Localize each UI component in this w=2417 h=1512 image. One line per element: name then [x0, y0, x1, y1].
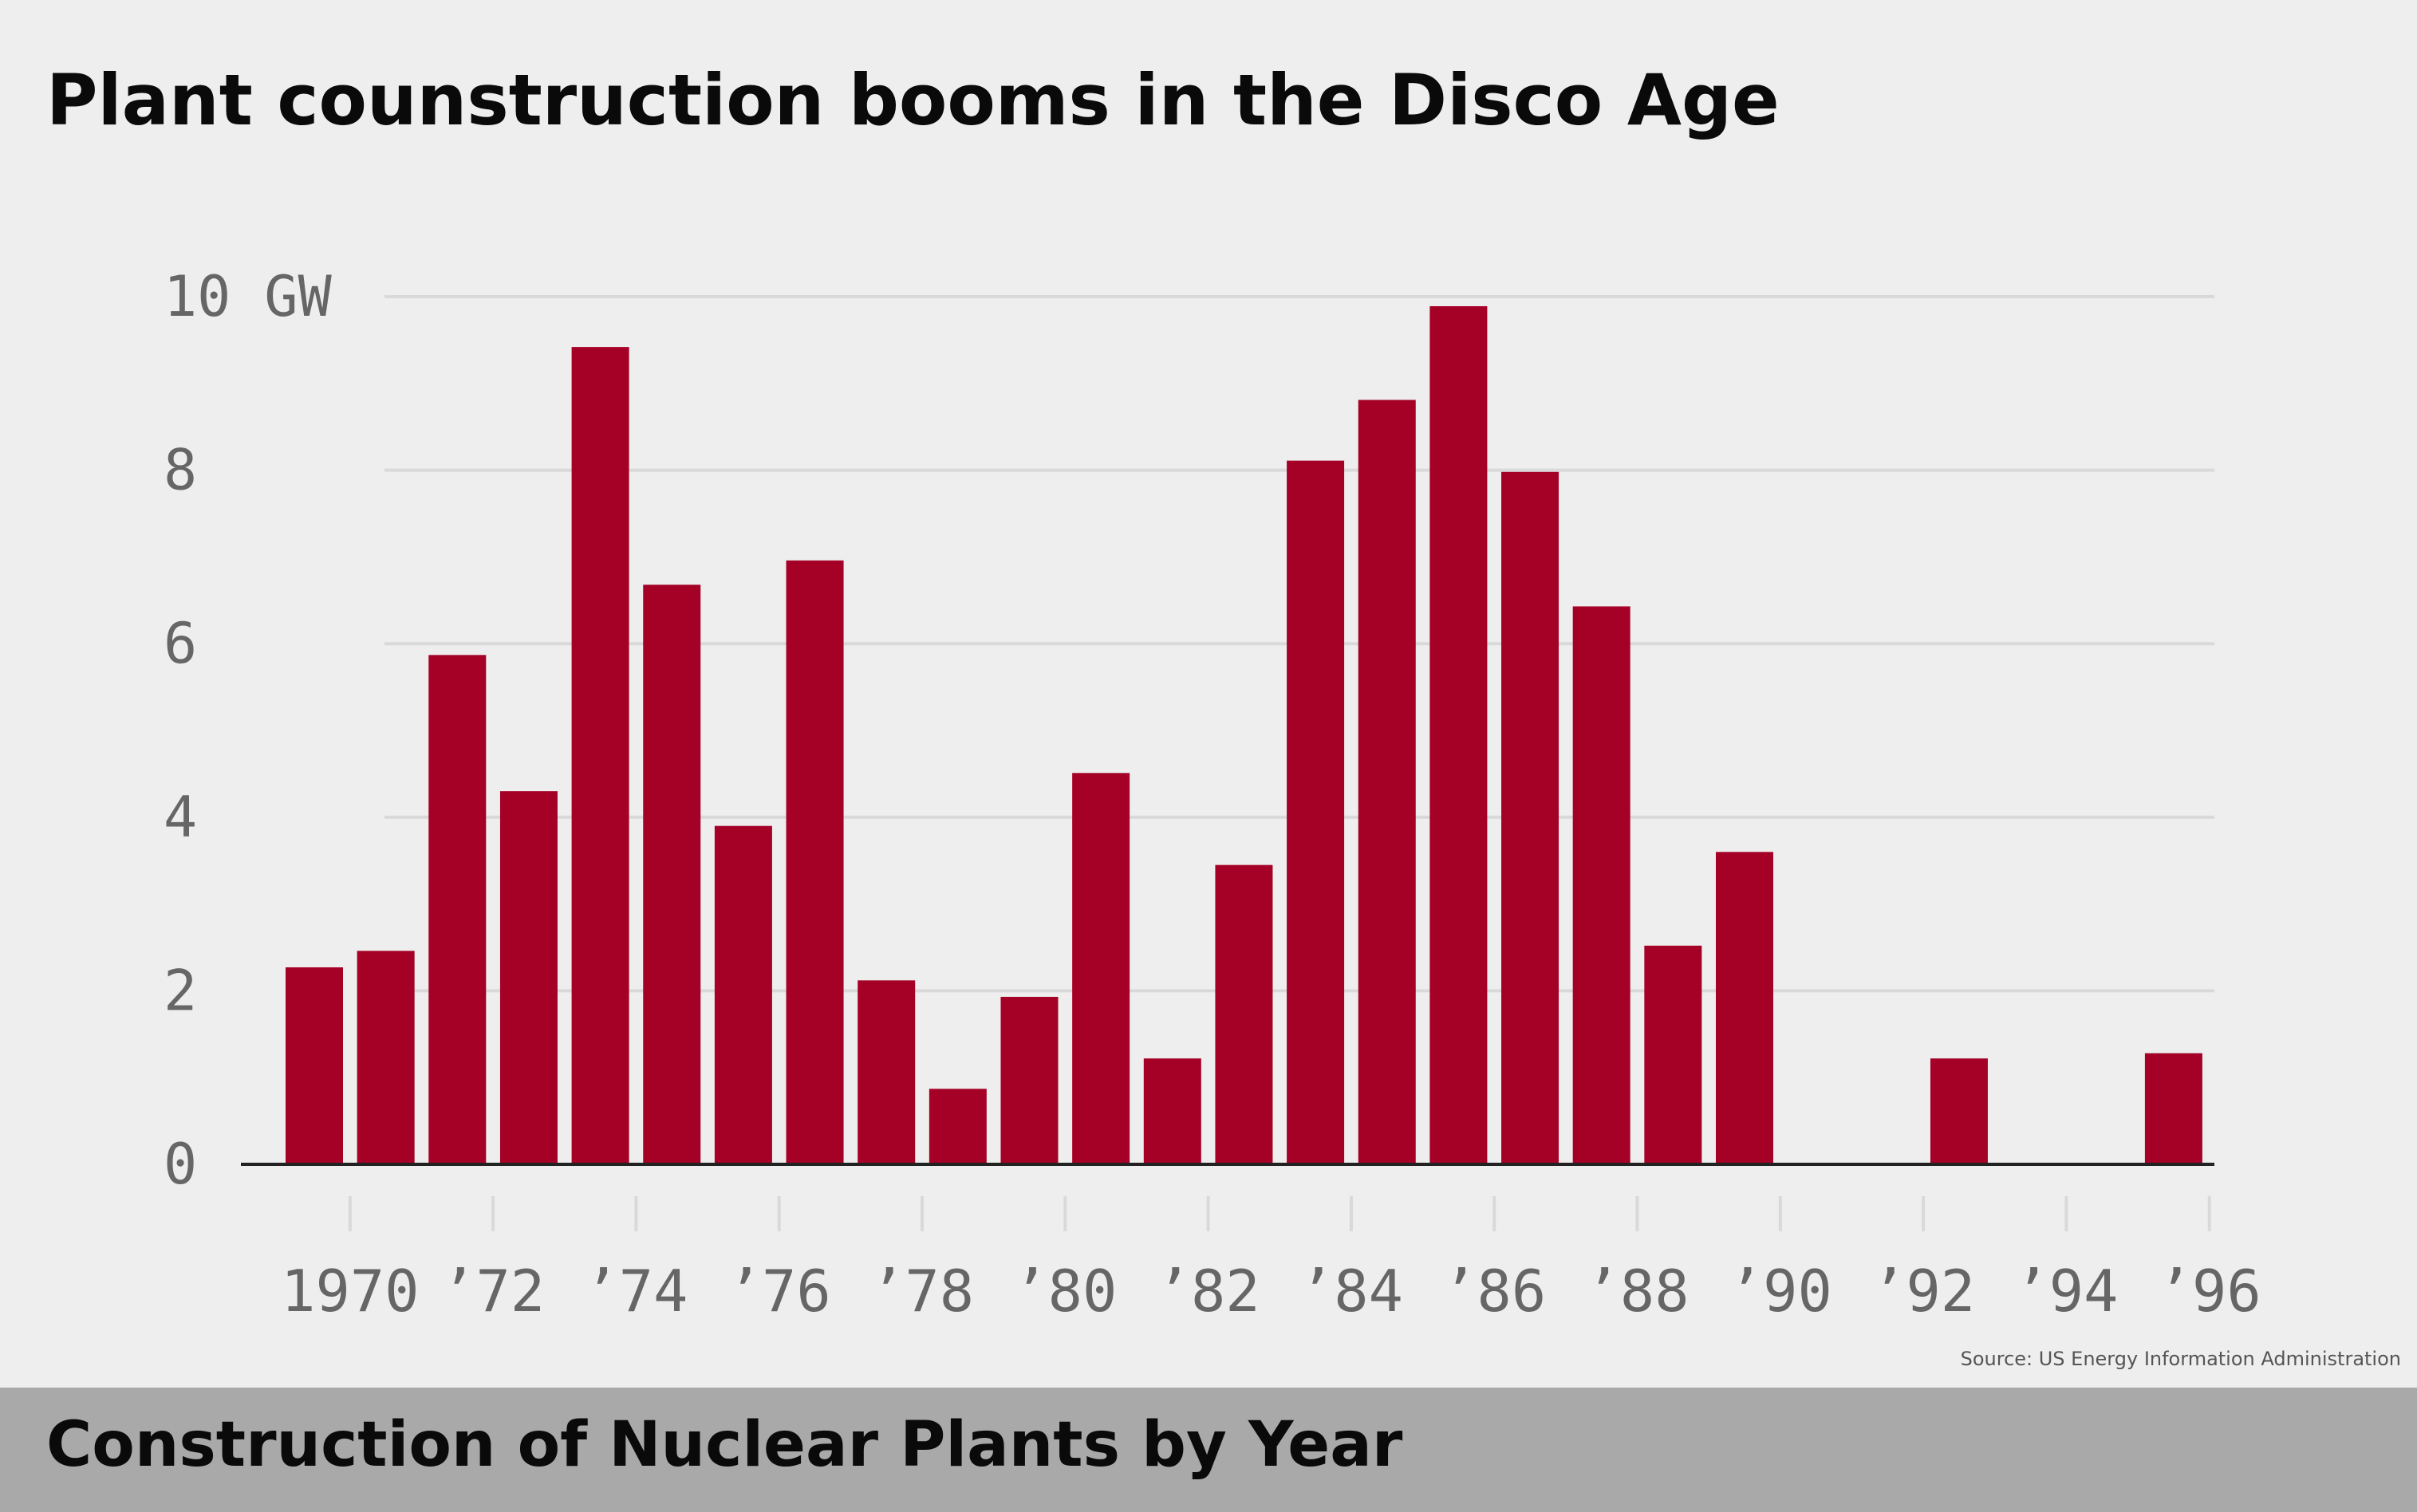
x-tick-label: ’82: [1157, 1258, 1260, 1325]
bar-1978: [858, 980, 916, 1164]
x-tick-label: ’96: [2158, 1258, 2261, 1325]
bar-1985: [1358, 400, 1416, 1164]
tick-labels: 0 2 4 6 8 10 GW 1970 ’72 ’74 ’76 ’78 ’80 ’82 ’84 ’86 ’8…: [164, 264, 2261, 1325]
bar-1988: [1572, 606, 1630, 1164]
x-tick-label: ’76: [727, 1258, 831, 1325]
x-tick-label: ’78: [870, 1258, 974, 1325]
y-tick-label: 2: [164, 958, 197, 1023]
footer-subtitle: Construction of Nuclear Plants by Year: [46, 1409, 1403, 1481]
x-tick-label: ’88: [1586, 1258, 1690, 1325]
bar-1980: [1000, 997, 1059, 1164]
axes: [241, 1163, 2214, 1231]
bar-1974: [571, 347, 629, 1164]
y-tick-label: 6: [164, 611, 197, 676]
bar-chart: 0 2 4 6 8 10 GW 1970 ’72 ’74 ’76 ’78 ’80 ’82 ’84 ’86 ’8…: [164, 264, 2261, 1325]
bar-1977: [786, 560, 844, 1164]
bar-1981: [1072, 773, 1130, 1164]
bar-1972: [428, 655, 487, 1164]
bar-1996: [2144, 1053, 2202, 1164]
bar-1982: [1143, 1058, 1201, 1164]
bar-1979: [929, 1089, 987, 1164]
y-tick-label: 0: [164, 1132, 197, 1197]
bar-1971: [357, 951, 415, 1164]
x-tick-label: ’74: [584, 1258, 688, 1325]
bar-1973: [499, 791, 558, 1164]
bar-1989: [1644, 945, 1702, 1164]
source-note: Source: US Energy Information Administra…: [1960, 1348, 2401, 1370]
x-tick-label: 1970: [281, 1258, 419, 1325]
bar-1986: [1429, 305, 1488, 1164]
y-tick-label: 4: [164, 785, 197, 850]
bar-1987: [1501, 471, 1559, 1164]
bars: [286, 305, 2202, 1164]
x-tick-label: ’80: [1013, 1258, 1117, 1325]
x-tick-label: ’72: [441, 1258, 545, 1325]
chart-title: Plant counstruction booms in the Disco A…: [46, 59, 1780, 141]
bar-1993: [1930, 1058, 1988, 1164]
x-tick-label: ’84: [1299, 1258, 1403, 1325]
y-tick-label: 8: [164, 438, 197, 503]
bar-1990: [1716, 852, 1773, 1164]
bar-1970: [286, 967, 343, 1164]
x-tick-label: ’86: [1442, 1258, 1546, 1325]
x-tick-label: ’94: [2014, 1258, 2118, 1325]
x-tick-label: ’90: [1729, 1258, 1832, 1325]
footer-bar: Construction of Nuclear Plants by Year: [0, 1388, 2417, 1512]
y-tick-label: 10 GW: [164, 264, 333, 329]
bar-1975: [643, 585, 701, 1164]
bar-1976: [714, 825, 772, 1164]
bar-1984: [1287, 460, 1345, 1164]
bar-1983: [1215, 864, 1273, 1164]
x-tick-label: ’92: [1871, 1258, 1975, 1325]
